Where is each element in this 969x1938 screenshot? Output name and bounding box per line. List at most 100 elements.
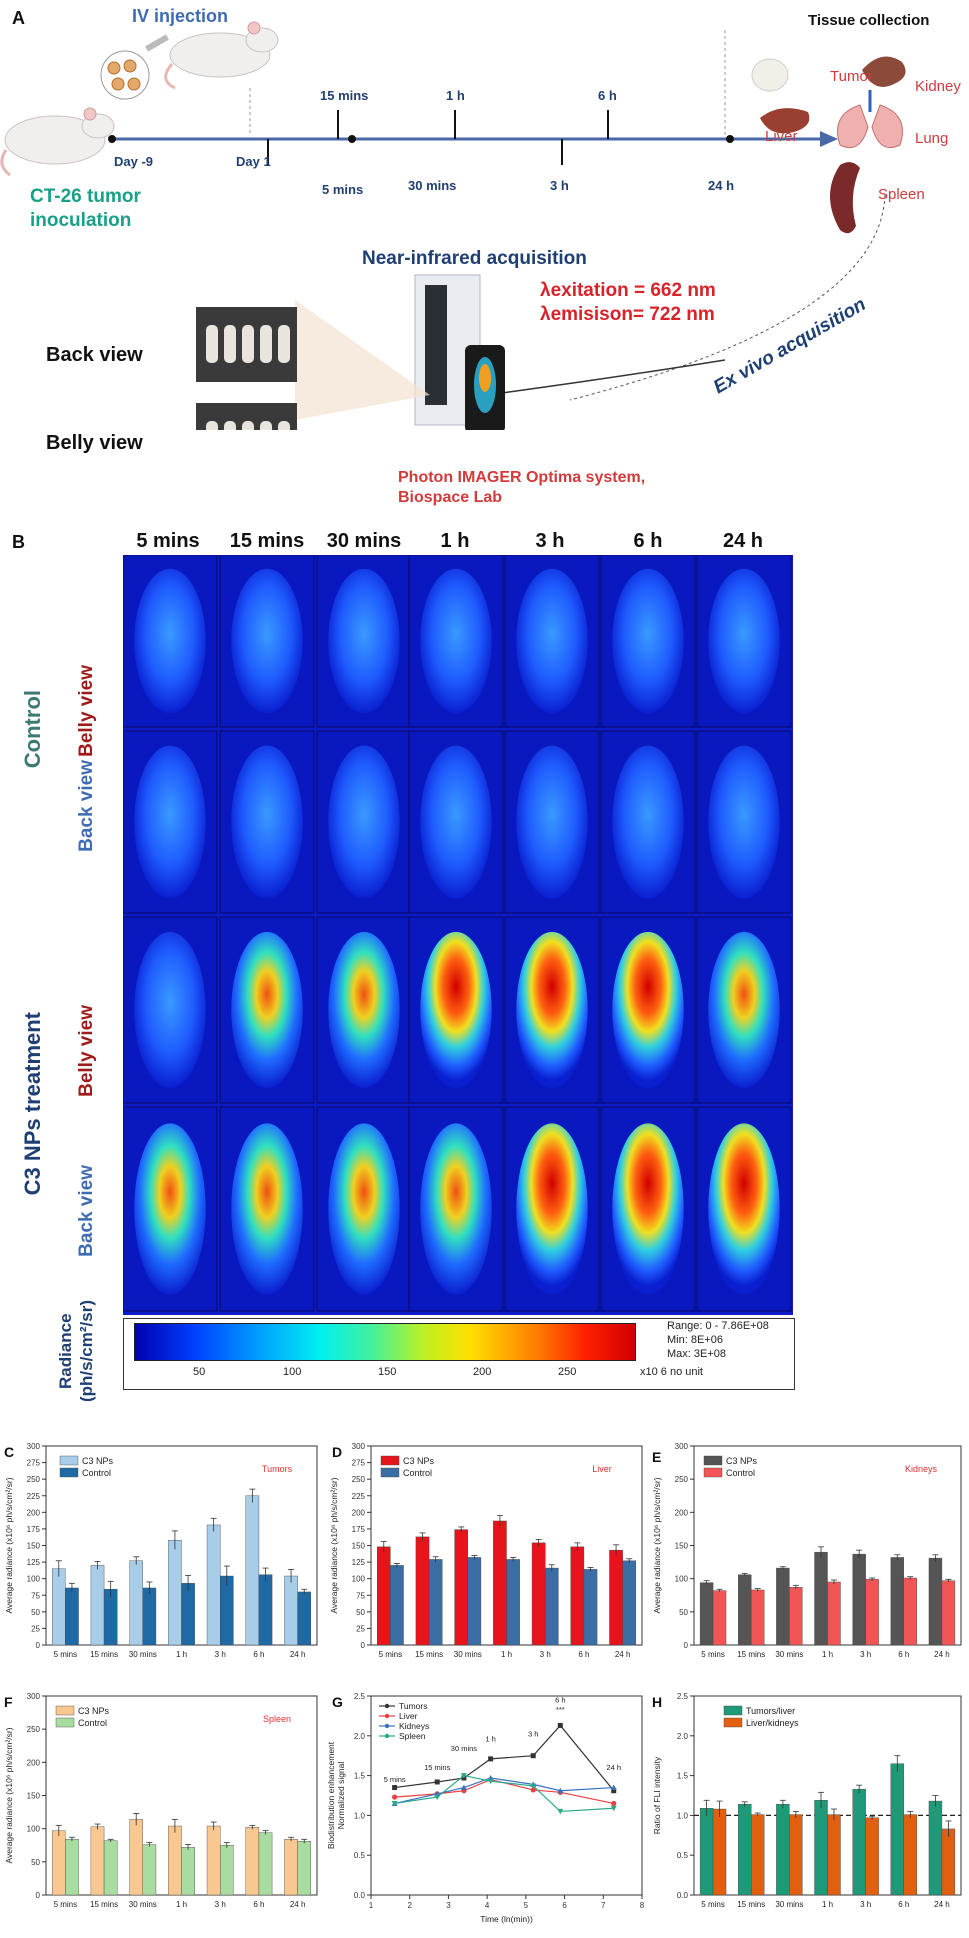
mouse-image-tile (600, 730, 696, 914)
mouse-image-tile (219, 916, 315, 1104)
y-tick-label: 300 (675, 1442, 689, 1451)
y-tick-label: 0.0 (677, 1891, 689, 1900)
bar (890, 1763, 904, 1896)
data-point (557, 1808, 564, 1815)
bar (454, 1529, 468, 1646)
data-point (610, 1805, 617, 1812)
scale-tick-50: 50 (193, 1366, 206, 1378)
bar (622, 1560, 637, 1646)
y-tick-label: 75 (31, 1591, 40, 1600)
point-annotation: 15 mins (424, 1763, 451, 1772)
legend-label: Control (78, 1718, 107, 1728)
panel-b-letter: B (12, 532, 25, 552)
column-header-24h: 24 h (722, 530, 764, 552)
y-tick-label: 50 (31, 1608, 40, 1617)
bar (827, 1814, 841, 1896)
fluorescence-image-grid (123, 555, 793, 1315)
column-header-3h: 3 h (535, 530, 565, 552)
bar (297, 1841, 312, 1896)
bar (852, 1788, 866, 1896)
y-tick-label: 75 (356, 1591, 365, 1600)
y-tick-label: 125 (27, 1558, 41, 1567)
y-tick-label: 300 (27, 1442, 41, 1451)
scale-tick-200: 200 (473, 1366, 492, 1378)
bar (545, 1567, 559, 1646)
column-header-6h: 6 h (633, 530, 663, 552)
bar (103, 1589, 118, 1646)
x-tick-label: 3 h (215, 1900, 226, 1909)
organ-label-tumor: Tumor (830, 68, 873, 85)
y-tick-label: 100 (675, 1575, 689, 1584)
iv-injection-label: IV injection (132, 6, 229, 26)
data-point (460, 1773, 467, 1779)
panel-d-letter: D (332, 1444, 343, 1460)
bar (168, 1539, 182, 1646)
bar (712, 1808, 727, 1896)
bar (738, 1804, 752, 1896)
panel-a-illustration (0, 21, 906, 430)
bar (506, 1559, 520, 1646)
chart-c-tumors: 0 25 50 75 100 125 150 175 200 225 250 275 300 Averag… (4, 1442, 318, 1659)
lambda-excitation: λexitation = 662 nm (540, 280, 716, 301)
y-axis-label: Ratio of FLI intensity (652, 1756, 662, 1834)
x-tick-label: 15 mins (415, 1650, 443, 1659)
y-tick-label: 0 (684, 1641, 689, 1650)
x-tick-label: 6 h (253, 1650, 264, 1659)
y-tick-label: 250 (352, 1475, 366, 1484)
scale-unit-text: x10 6 no unit (640, 1366, 703, 1378)
mouse-image-tile (504, 916, 600, 1104)
legend-label: Control (726, 1468, 755, 1478)
y-tick-label: 150 (27, 1542, 41, 1551)
point-annotation: 6 h (555, 1695, 565, 1704)
legend-swatch (59, 1455, 79, 1466)
timeline-label-15mins: 15 mins (320, 88, 369, 103)
column-header-15mins: 15 mins (229, 530, 305, 552)
x-tick-label: 24 h (615, 1650, 631, 1659)
legend-swatch (55, 1705, 75, 1716)
y-tick-label: 250 (27, 1725, 41, 1734)
column-header-1h: 1 h (440, 530, 470, 552)
legend-label: C3 NPs (403, 1456, 435, 1466)
bar (297, 1591, 312, 1646)
mouse-image-tile (316, 555, 412, 728)
x-tick-label: 5 mins (701, 1900, 725, 1909)
point-annotation: 5 mins (384, 1775, 406, 1784)
x-tick-label: 30 mins (129, 1900, 157, 1909)
scale-tick-100: 100 (283, 1366, 302, 1378)
mouse-image-tile (504, 730, 600, 914)
legend-marker (384, 1733, 390, 1739)
x-tick-label: 1 (369, 1901, 374, 1910)
plot-frame (370, 1695, 643, 1896)
mouse-image-tile (504, 1106, 600, 1312)
legend-label: Tumors/liver (746, 1706, 795, 1716)
chart-d-liver: 0 25 50 75 100 125 150 175 200 225 250 275 300 Averag… (329, 1442, 643, 1659)
y-tick-label: 1.0 (354, 1811, 366, 1820)
mouse-image-tile (408, 1106, 504, 1312)
data-point (557, 1787, 564, 1794)
mouse-image-tile (696, 730, 792, 914)
bar (129, 1819, 143, 1896)
bar (531, 1542, 546, 1646)
bar (206, 1524, 221, 1646)
data-point (434, 1794, 441, 1801)
x-tick-label: 30 mins (775, 1900, 803, 1909)
mouse-image-tile (316, 916, 412, 1104)
mouse-image-tile (219, 555, 315, 728)
bar (284, 1839, 298, 1896)
y-tick-label: 275 (352, 1459, 366, 1468)
bar (928, 1800, 943, 1896)
y-axis-label: Average radiance (x10⁶ ph/s/cm²/sr) (652, 1477, 662, 1613)
timeline-label-3h: 3 h (550, 178, 569, 193)
panel-a-letter: A (12, 8, 25, 28)
bar (90, 1826, 105, 1896)
legend-swatch (723, 1705, 743, 1716)
column-header-5mins: 5 mins (136, 530, 200, 552)
y-tick-label: 25 (31, 1624, 40, 1633)
legend-label: C3 NPs (78, 1706, 110, 1716)
lambda-emission: λemisison= 722 nm (540, 304, 715, 325)
y-tick-label: 100 (27, 1575, 41, 1584)
legend-label: Kidneys (399, 1721, 429, 1731)
bar (168, 1825, 182, 1896)
y-tick-label: 100 (27, 1825, 41, 1834)
timeline-label-5mins: 5 mins (322, 182, 364, 197)
